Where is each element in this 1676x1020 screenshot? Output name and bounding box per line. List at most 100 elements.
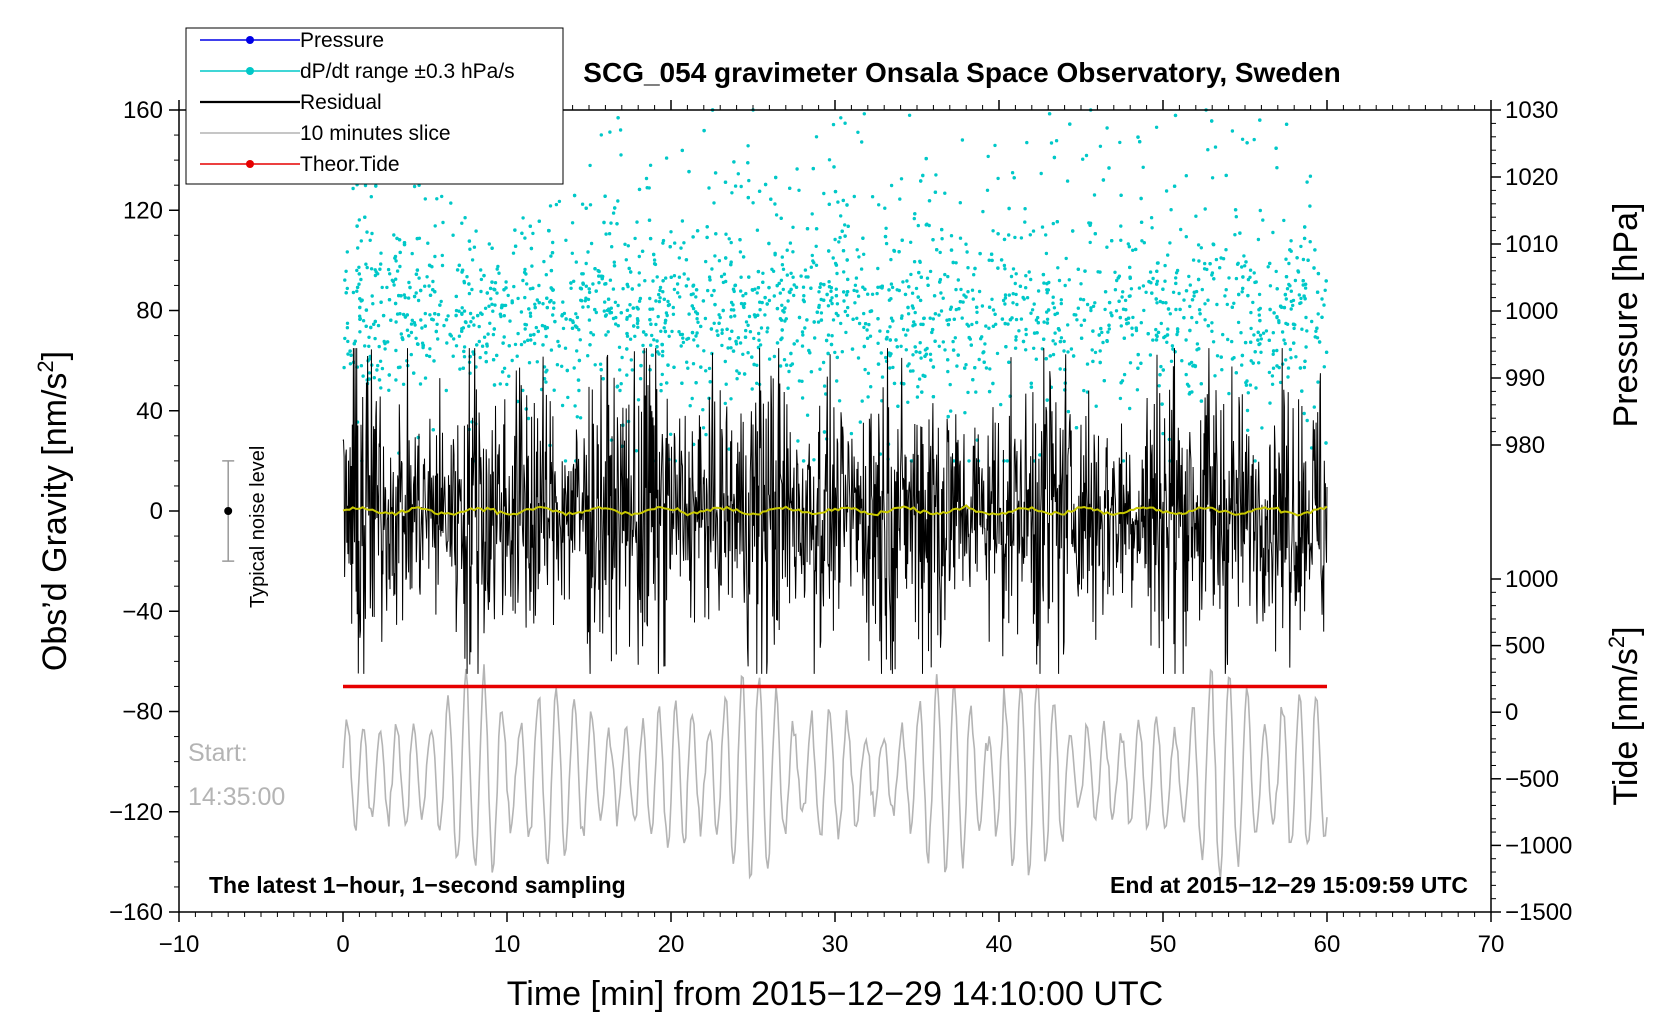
dpdt-point (949, 234, 954, 238)
dpdt-point (1014, 335, 1018, 339)
dpdt-point (889, 183, 894, 188)
dpdt-point (414, 291, 418, 295)
dpdt-point (679, 246, 683, 250)
dpdt-point (1282, 218, 1286, 223)
dpdt-point (1301, 257, 1306, 262)
dpdt-point (451, 354, 455, 358)
dpdt-point (869, 385, 873, 389)
dpdt-point (490, 246, 494, 250)
dpdt-point (521, 216, 525, 220)
dpdt-point (877, 203, 881, 207)
dpdt-point (462, 355, 467, 359)
dpdt-point (564, 317, 568, 321)
dpdt-point (963, 411, 967, 415)
dpdt-point (619, 153, 623, 157)
dpdt-point (1317, 340, 1322, 344)
dpdt-point (1184, 174, 1189, 178)
dpdt-point (358, 314, 362, 318)
dpdt-point (502, 366, 507, 370)
dpdt-point (714, 232, 718, 236)
dpdt-point (728, 337, 732, 341)
dpdt-point (614, 315, 618, 320)
x-tick-label: 0 (336, 931, 349, 958)
dpdt-point (1036, 289, 1041, 293)
dpdt-point (695, 331, 699, 335)
dpdt-point (615, 222, 619, 226)
dpdt-point (620, 355, 624, 360)
dpdt-point (974, 390, 978, 394)
y-pressure-tick-label: 1000 (1505, 298, 1558, 325)
dpdt-point (1010, 316, 1014, 320)
dpdt-point (421, 344, 425, 348)
y-left-tick-label: 160 (123, 97, 163, 124)
dpdt-point (1240, 363, 1244, 367)
dpdt-point (1110, 239, 1114, 243)
dpdt-point (1302, 365, 1307, 370)
dpdt-point (710, 351, 714, 356)
dpdt-point (837, 399, 842, 403)
dpdt-point (913, 345, 917, 349)
dpdt-point (562, 311, 567, 316)
dpdt-point (965, 322, 969, 326)
dpdt-point (377, 378, 382, 382)
dpdt-point (638, 377, 643, 381)
dpdt-point (822, 191, 826, 196)
dpdt-point (1163, 279, 1167, 283)
dpdt-point (1128, 275, 1132, 279)
dpdt-point (1128, 406, 1132, 411)
dpdt-point (1066, 323, 1070, 327)
x-tick-label: 70 (1478, 931, 1505, 958)
dpdt-point (370, 294, 374, 298)
dpdt-point (1079, 282, 1083, 286)
dpdt-point (1278, 380, 1283, 385)
dpdt-point (1023, 207, 1027, 211)
dpdt-point (1324, 350, 1329, 354)
dpdt-point (780, 303, 784, 307)
dpdt-point (1299, 301, 1303, 305)
dpdt-point (783, 306, 787, 310)
dpdt-point (544, 273, 548, 277)
dpdt-point (772, 354, 777, 359)
dpdt-point (625, 282, 629, 287)
dpdt-point (1121, 290, 1125, 294)
legend-marker (246, 67, 254, 75)
dpdt-point (636, 307, 640, 311)
dpdt-point (512, 284, 516, 289)
noise-level-label: Typical noise level (247, 446, 269, 608)
dpdt-point (909, 240, 913, 244)
dpdt-point (1218, 266, 1222, 270)
dpdt-point (888, 325, 892, 329)
dpdt-point (827, 202, 831, 206)
dpdt-point (1056, 327, 1061, 331)
dpdt-point (816, 320, 821, 324)
dpdt-point (1230, 129, 1235, 133)
dpdt-point (735, 369, 739, 373)
dpdt-point (373, 273, 378, 278)
dpdt-point (355, 289, 359, 293)
dpdt-point (891, 365, 895, 370)
dpdt-point (625, 331, 629, 336)
dpdt-point (1128, 361, 1133, 365)
dpdt-point (1180, 359, 1184, 363)
dpdt-point (990, 258, 994, 263)
dpdt-point (588, 343, 592, 347)
dpdt-point (369, 267, 374, 271)
dpdt-point (870, 195, 875, 199)
dpdt-point (1324, 279, 1328, 283)
dpdt-point (1322, 303, 1326, 307)
dpdt-point (821, 360, 826, 365)
dpdt-point (412, 184, 417, 189)
dpdt-point (941, 340, 945, 344)
dpdt-point (487, 304, 491, 308)
dpdt-point (1220, 368, 1224, 372)
dpdt-point (527, 361, 532, 365)
dpdt-point (1125, 321, 1129, 326)
dpdt-point (535, 298, 539, 302)
dpdt-point (641, 330, 646, 334)
dpdt-point (534, 325, 538, 330)
dpdt-point (1256, 237, 1261, 242)
dpdt-point (1246, 277, 1251, 282)
dpdt-point (975, 320, 979, 325)
dpdt-point (819, 282, 823, 286)
